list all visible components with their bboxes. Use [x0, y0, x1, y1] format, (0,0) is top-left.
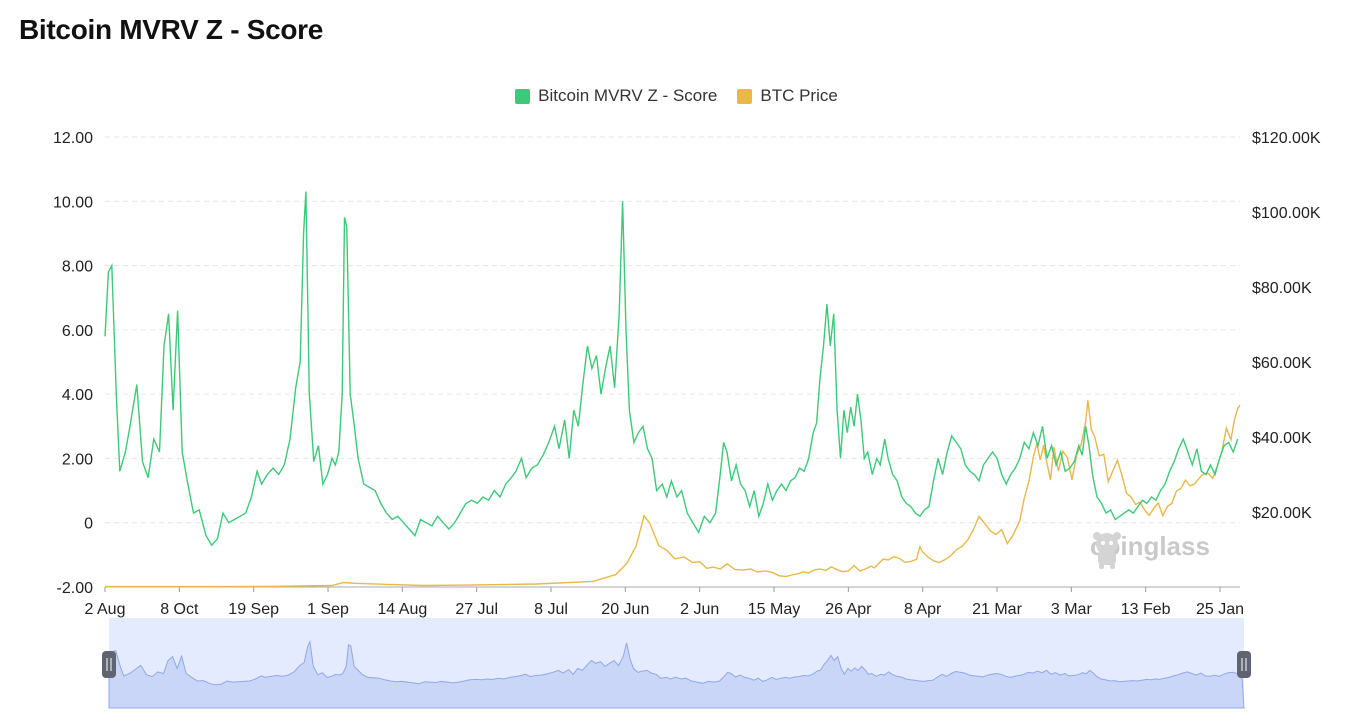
legend-label-mvrv: Bitcoin MVRV Z - Score [538, 86, 718, 105]
y-left-tick-label: 4.00 [62, 387, 93, 404]
y-right-tick-label: $60.00K [1252, 355, 1312, 372]
x-tick-label: 25 Jan [1196, 601, 1244, 618]
x-tick-label: 2 Aug [85, 601, 126, 618]
y-left-tick-label: 8.00 [62, 259, 93, 276]
y-right-tick-label: $80.00K [1252, 280, 1312, 297]
series-line-btc-price [105, 400, 1241, 588]
coinglass-mascot-icon [1093, 532, 1121, 569]
x-tick-label: 8 Jul [534, 601, 568, 618]
x-tick-label: 14 Aug [377, 601, 427, 618]
watermark: coinglass [1090, 531, 1210, 569]
y-right-tick-label: $40.00K [1252, 430, 1312, 447]
legend-item-btc-price[interactable]: BTC Price [737, 86, 838, 106]
legend-swatch-btc-price [737, 88, 753, 104]
chart-title: Bitcoin MVRV Z - Score [19, 14, 324, 45]
x-tick-label: 1 Sep [307, 601, 349, 618]
y-left-tick-label: 12.00 [53, 130, 93, 147]
x-tick-label: 26 Apr [825, 601, 872, 618]
y-right-tick-label: $120.00K [1252, 130, 1321, 147]
legend-swatch-mvrv [515, 88, 531, 104]
y-right-tick-label: $20.00K [1252, 505, 1312, 522]
chart-legend: Bitcoin MVRV Z - Score BTC Price [0, 86, 1353, 106]
x-tick-label: 20 Jun [601, 601, 649, 618]
x-tick-label: 27 Jul [455, 601, 498, 618]
y-left-tick-label: 10.00 [53, 194, 93, 211]
x-tick-label: 3 Mar [1051, 601, 1093, 618]
navigator-overview-area [108, 639, 1245, 709]
y-right-tick-label: $100.00K [1252, 205, 1321, 222]
y-left-tick-label: -2.00 [57, 580, 94, 597]
navigator-handle-right[interactable] [1237, 651, 1251, 678]
navigator-handle-left[interactable] [102, 651, 116, 678]
legend-item-mvrv[interactable]: Bitcoin MVRV Z - Score [515, 86, 717, 106]
x-tick-label: 13 Feb [1121, 601, 1171, 618]
y-left-tick-label: 0 [84, 516, 93, 533]
x-tick-label: 8 Oct [160, 601, 199, 618]
x-tick-label: 15 May [748, 601, 800, 618]
x-tick-label: 2 Jun [680, 601, 719, 618]
series-line-mvrv-z-score [104, 191, 1239, 547]
legend-label-btc-price: BTC Price [760, 86, 838, 105]
x-tick-label: 19 Sep [228, 601, 279, 618]
y-left-tick-label: 2.00 [62, 451, 93, 468]
x-tick-label: 8 Apr [904, 601, 942, 618]
x-tick-label: 21 Mar [972, 601, 1022, 618]
y-left-tick-label: 6.00 [62, 323, 93, 340]
